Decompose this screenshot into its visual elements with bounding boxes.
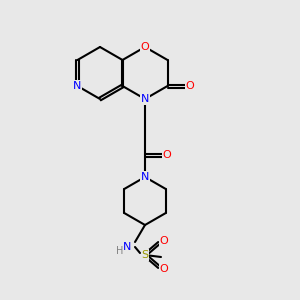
Text: H: H <box>116 246 124 256</box>
Text: N: N <box>141 172 149 182</box>
Text: N: N <box>123 242 131 252</box>
Text: O: O <box>163 150 171 160</box>
Text: N: N <box>141 94 149 104</box>
Text: O: O <box>160 264 168 274</box>
Text: O: O <box>141 42 149 52</box>
Text: S: S <box>141 250 148 260</box>
Text: N: N <box>73 81 82 91</box>
Text: O: O <box>185 81 194 91</box>
Text: O: O <box>160 236 168 246</box>
